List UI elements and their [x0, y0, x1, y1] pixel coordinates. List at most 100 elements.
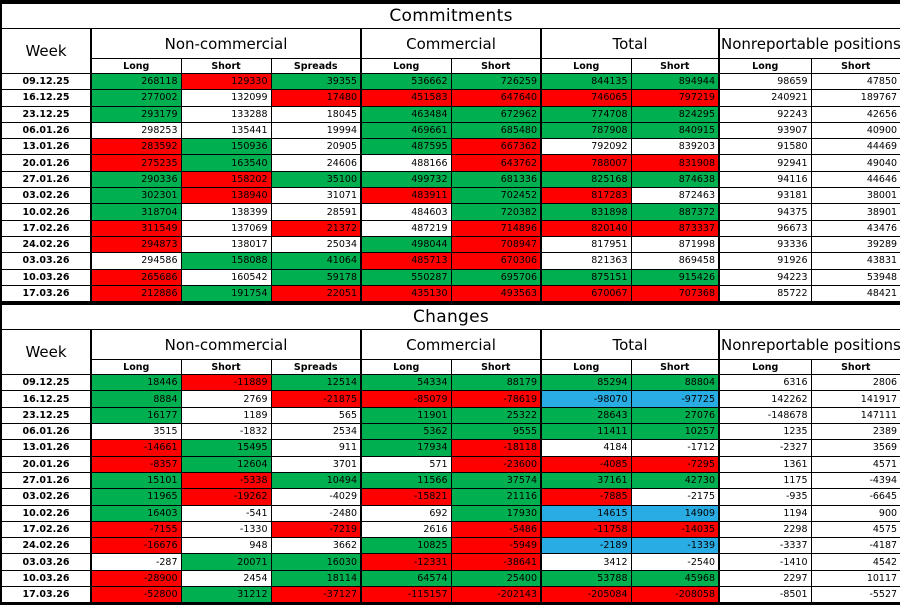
value-cell: 138399 — [180, 203, 272, 221]
week-cell: 17.03.26 — [0, 586, 92, 605]
value-cell: -7885 — [540, 488, 632, 506]
value-cell: 746065 — [540, 89, 632, 107]
week-cell: 10.03.26 — [0, 268, 92, 286]
value-cell: 681336 — [450, 170, 542, 189]
value-cell: -5338 — [180, 471, 272, 490]
value-cell: 2534 — [270, 423, 362, 441]
value-cell: 298253 — [90, 121, 182, 140]
changes-title: Changes — [0, 303, 900, 331]
value-cell: 788007 — [540, 154, 632, 172]
value-cell: 39289 — [810, 235, 900, 254]
week-cell: 20.01.26 — [0, 455, 92, 473]
value-cell: -4394 — [810, 471, 900, 490]
value-cell: -208058 — [630, 586, 720, 605]
col-header-total-long: Long — [540, 58, 632, 74]
value-cell: 18114 — [270, 569, 362, 588]
group-header-nonreportable: Nonreportable positions — [717, 28, 900, 59]
value-cell: 43476 — [810, 219, 900, 237]
value-cell: 871998 — [630, 235, 720, 254]
value-cell: 3515 — [90, 423, 182, 441]
table-row: 03.03.26 -287 20071 16030 -12331 -38641 3412 -2… — [0, 553, 900, 571]
table-row: 10.03.26 -28900 2454 18114 64574 25400 53788 45… — [0, 569, 900, 588]
value-cell: 12604 — [180, 455, 272, 473]
value-cell: -21875 — [270, 390, 362, 408]
value-cell: 17480 — [270, 89, 362, 107]
value-cell: 141917 — [810, 390, 900, 408]
value-cell: 18045 — [270, 105, 362, 123]
value-cell: 875151 — [540, 268, 632, 286]
commitments-title: Commitments — [0, 1, 900, 29]
value-cell: 873337 — [630, 219, 720, 237]
col-header-com-long: Long — [360, 58, 452, 74]
col-header-nc-short: Short — [180, 359, 272, 376]
value-cell: -205084 — [540, 586, 632, 605]
value-cell: 21372 — [270, 219, 362, 237]
value-cell: 59178 — [270, 268, 362, 286]
value-cell: 874638 — [630, 170, 720, 189]
value-cell: 88804 — [630, 374, 720, 392]
value-cell: 774708 — [540, 105, 632, 123]
value-cell: 40900 — [810, 121, 900, 140]
table-row: 27.01.26 290336 158202 35100 499732 681336 825… — [0, 170, 900, 189]
value-cell: 8884 — [90, 390, 182, 408]
value-cell: 163540 — [180, 154, 272, 172]
changes-table: Changes Week Non-commercial Commercial T… — [0, 303, 900, 605]
value-cell: 91580 — [718, 138, 812, 156]
table-row: 13.01.26 -14661 15495 911 17934 -18118 4184 -17… — [0, 439, 900, 457]
value-cell: 821363 — [540, 252, 632, 270]
value-cell: 1235 — [718, 423, 812, 441]
week-cell: 03.03.26 — [0, 252, 92, 270]
group-header-non-commercial: Non-commercial — [90, 329, 362, 361]
value-cell: -148678 — [718, 406, 812, 425]
value-cell: 787908 — [540, 121, 632, 140]
value-cell: 45968 — [630, 569, 720, 588]
value-cell: 2297 — [718, 569, 812, 588]
week-cell: 20.01.26 — [0, 154, 92, 172]
value-cell: 831898 — [540, 203, 632, 221]
value-cell: 483911 — [360, 187, 452, 205]
value-cell: -7219 — [270, 520, 362, 539]
value-cell: 283592 — [90, 138, 182, 156]
col-header-nc-long: Long — [90, 58, 182, 74]
value-cell: -8501 — [718, 586, 812, 605]
table-row: 06.01.26 3515 -1832 2534 5362 9555 11411 10257 1… — [0, 423, 900, 441]
value-cell: -1330 — [180, 520, 272, 539]
value-cell: 25034 — [270, 235, 362, 254]
table-row: 20.01.26 -8357 12604 3701 571 -23600 -4085 -729… — [0, 455, 900, 473]
value-cell: 54334 — [360, 374, 452, 392]
value-cell: -16676 — [90, 537, 182, 555]
col-header-nc-spreads: Spreads — [270, 58, 362, 74]
value-cell: 96673 — [718, 219, 812, 237]
value-cell: 487219 — [360, 219, 452, 237]
table-row: 23.12.25 293179 133288 18045 463484 672962 774… — [0, 105, 900, 123]
table-row: 24.02.26 294873 138017 25034 498044 708947 817… — [0, 235, 900, 254]
value-cell: 550287 — [360, 268, 452, 286]
value-cell: 670067 — [540, 284, 632, 303]
value-cell: 692 — [360, 504, 452, 522]
value-cell: 277002 — [90, 89, 182, 107]
value-cell: 720382 — [450, 203, 542, 221]
value-cell: 844135 — [540, 72, 632, 91]
value-cell: 820140 — [540, 219, 632, 237]
value-cell: 160542 — [180, 268, 272, 286]
value-cell: -6645 — [810, 488, 900, 506]
value-cell: 85722 — [718, 284, 812, 303]
value-cell: 94116 — [718, 170, 812, 189]
value-cell: 158202 — [180, 170, 272, 189]
value-cell: -19262 — [180, 488, 272, 506]
group-header-nonreportable: Nonreportable positions — [717, 329, 900, 361]
value-cell: 31071 — [270, 187, 362, 205]
value-cell: 647640 — [450, 89, 542, 107]
value-cell: 94223 — [718, 268, 812, 286]
value-cell: 212886 — [90, 284, 182, 303]
table-row: 10.03.26 265686 160542 59178 550287 695706 875… — [0, 268, 900, 286]
value-cell: -1832 — [180, 423, 272, 441]
value-cell: 93336 — [718, 235, 812, 254]
value-cell: 147111 — [810, 406, 900, 425]
value-cell: 708947 — [450, 235, 542, 254]
value-cell: 485713 — [360, 252, 452, 270]
value-cell: 64574 — [360, 569, 452, 588]
value-cell: 21116 — [450, 488, 542, 506]
value-cell: 792092 — [540, 138, 632, 156]
value-cell: -1712 — [630, 439, 720, 457]
